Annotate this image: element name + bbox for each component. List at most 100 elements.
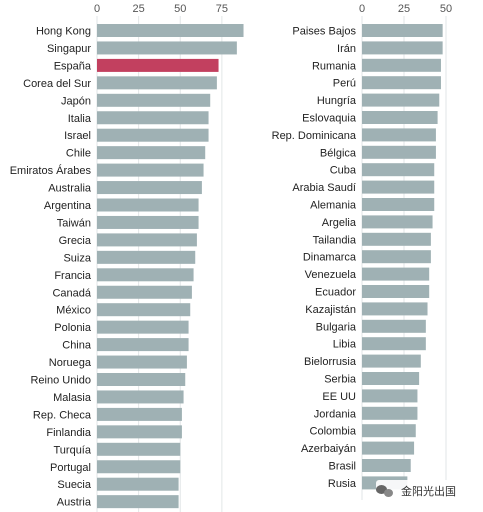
category-label: México	[56, 305, 91, 317]
category-label: Malasia	[53, 392, 92, 404]
bar	[362, 145, 436, 159]
category-label: Kazajistán	[305, 304, 356, 316]
category-label: Emiratos Árabes	[10, 164, 92, 177]
bar	[97, 373, 186, 386]
bar	[97, 477, 179, 491]
category-label: Corea del Sur	[23, 78, 91, 90]
bar	[362, 58, 441, 72]
bar	[362, 111, 438, 124]
category-label: China	[62, 340, 92, 352]
x-tick-label: 25	[398, 3, 410, 15]
category-label: Serbia	[324, 374, 357, 386]
bar	[97, 495, 179, 509]
bar	[97, 355, 187, 369]
bar	[362, 24, 443, 37]
category-label: Bielorrusia	[304, 356, 357, 368]
bar	[362, 232, 431, 246]
category-label: Japón	[61, 95, 91, 107]
category-label: Perú	[333, 78, 356, 90]
category-label: Venezuela	[305, 269, 357, 281]
bar	[97, 233, 197, 247]
bar	[362, 267, 430, 281]
category-label: Reino Unido	[30, 375, 91, 387]
category-label: Irán	[337, 43, 356, 55]
category-label: Singapur	[47, 43, 91, 55]
category-label: Bélgica	[320, 147, 357, 159]
bar	[97, 215, 199, 229]
bar	[97, 198, 199, 212]
category-label: EE UU	[322, 391, 356, 403]
category-label: Brasil	[328, 461, 356, 473]
category-label: Ecuador	[315, 287, 356, 299]
bar	[97, 303, 191, 317]
category-label: Rumania	[312, 60, 357, 72]
x-tick-label: 0	[94, 3, 100, 15]
bar	[97, 285, 192, 299]
category-label: Jordania	[314, 408, 357, 420]
bar	[362, 372, 420, 385]
bar	[362, 319, 426, 333]
watermark-text: 金阳光出国	[401, 486, 456, 498]
category-label: Turquía	[53, 444, 91, 456]
bar	[97, 268, 194, 282]
x-tick-label: 25	[133, 3, 145, 15]
bar	[97, 181, 202, 195]
bar	[97, 24, 244, 37]
bar	[362, 41, 443, 55]
bar	[362, 128, 436, 142]
category-label: Rep. Checa	[33, 409, 92, 421]
category-label: Austria	[57, 497, 92, 509]
category-label: Dinamarca	[303, 252, 357, 264]
category-label: Finlandia	[46, 427, 92, 439]
category-label: Canadá	[52, 287, 91, 299]
bar	[97, 58, 219, 72]
x-tick-label: 0	[359, 3, 365, 15]
category-label: Suecia	[57, 479, 92, 491]
bar	[97, 407, 182, 421]
category-label: Portugal	[50, 462, 91, 474]
bar	[97, 146, 206, 160]
category-label: Australia	[48, 183, 92, 195]
bar	[362, 285, 430, 298]
bar	[97, 442, 181, 456]
category-label: Italia	[68, 113, 92, 125]
bar	[362, 163, 435, 177]
bar	[97, 338, 189, 352]
wechat-icon	[376, 484, 396, 498]
bar	[97, 390, 184, 404]
bar	[97, 111, 209, 125]
bar	[362, 337, 426, 351]
category-label: Suiza	[63, 252, 91, 264]
bar	[362, 198, 435, 211]
category-label: Hong Kong	[36, 26, 91, 38]
bar	[362, 354, 421, 368]
bar	[362, 180, 435, 194]
category-label: Hungría	[317, 95, 357, 107]
bar	[362, 250, 431, 264]
category-label: Cuba	[330, 165, 357, 177]
bar	[362, 302, 428, 316]
category-label: Eslovaquia	[302, 113, 357, 125]
category-label: Rusia	[328, 478, 357, 490]
bar	[97, 425, 182, 439]
bar	[362, 76, 441, 90]
category-label: Rep. Dominicana	[272, 130, 357, 142]
x-tick-label: 50	[174, 3, 186, 15]
bar	[362, 424, 416, 438]
category-label: Arabia Saudí	[292, 182, 356, 194]
x-tick-label: 50	[440, 3, 452, 15]
category-label: Argentina	[44, 200, 92, 212]
category-label: Azerbaiyán	[301, 443, 356, 455]
category-label: Taiwán	[57, 217, 91, 229]
bar	[362, 215, 433, 229]
category-label: Tailandia	[313, 234, 357, 246]
category-label: Francia	[54, 270, 92, 282]
category-label: Bulgaria	[316, 321, 357, 333]
category-label: España	[54, 60, 92, 72]
category-label: Israel	[64, 130, 91, 142]
bar	[97, 41, 237, 55]
category-label: Argelia	[322, 217, 357, 229]
bar	[362, 389, 418, 403]
bar	[362, 459, 411, 472]
